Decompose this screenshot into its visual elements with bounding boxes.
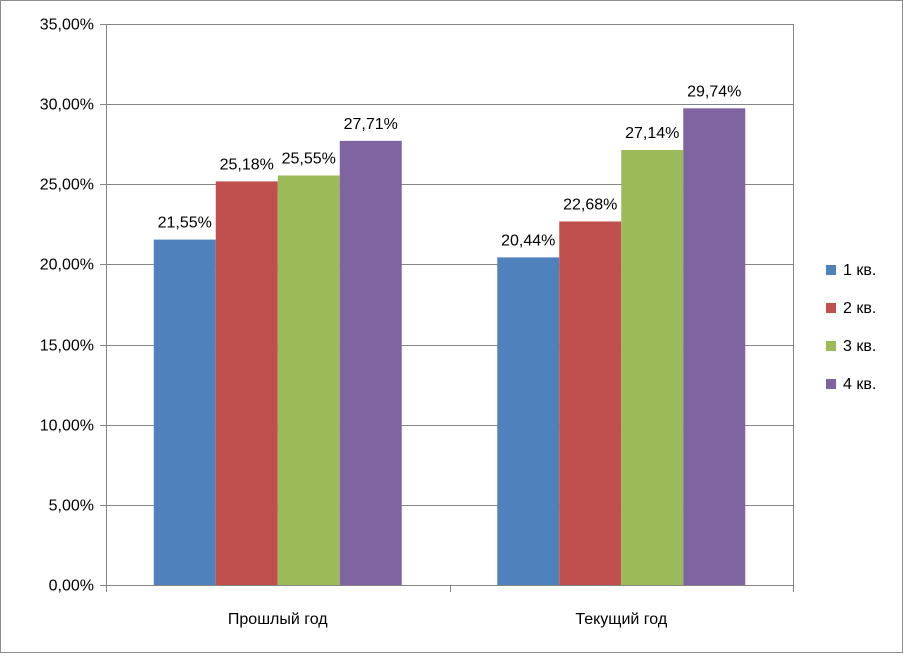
bar-value-label: 29,74% bbox=[687, 83, 741, 100]
y-tick-label: 35,00% bbox=[40, 17, 94, 34]
bars bbox=[153, 108, 746, 586]
bar-value-label: 25,18% bbox=[220, 156, 274, 173]
y-tick-label: 10,00% bbox=[40, 418, 94, 435]
bar-value-label: 20,44% bbox=[501, 232, 555, 249]
bar-value-label: 21,55% bbox=[158, 215, 212, 232]
x-category-label: Прошлый год bbox=[228, 611, 328, 628]
legend: 1 кв. 2 кв. 3 кв. 4 кв. bbox=[826, 262, 876, 393]
y-tick-label: 15,00% bbox=[40, 338, 94, 355]
x-category-label: Текущий год bbox=[575, 611, 667, 628]
legend-swatch bbox=[826, 379, 836, 389]
bar bbox=[621, 149, 684, 586]
legend-label: 2 кв. bbox=[843, 300, 876, 317]
bar-value-label: 27,14% bbox=[625, 125, 679, 142]
y-tick-label: 25,00% bbox=[40, 177, 94, 194]
y-tick-label: 20,00% bbox=[40, 257, 94, 274]
bar-value-label: 27,71% bbox=[344, 116, 398, 133]
bar bbox=[339, 140, 402, 586]
bar bbox=[153, 239, 216, 585]
bar bbox=[559, 221, 622, 586]
bar-value-label: 22,68% bbox=[563, 196, 617, 213]
y-tick-label: 0,00% bbox=[49, 578, 94, 595]
legend-label: 4 кв. bbox=[843, 376, 876, 393]
y-tick-label: 30,00% bbox=[40, 97, 94, 114]
y-tick-label: 5,00% bbox=[49, 498, 94, 515]
bar bbox=[497, 257, 560, 585]
legend-swatch bbox=[826, 303, 836, 313]
axes: 0,00% 5,00% 10,00% 15,00% 20,00% 25,00% 30,00%… bbox=[40, 17, 794, 628]
data-labels: 21,55% 25,18% 25,55% 27,71% 20,44% 22,68% 27,1… bbox=[158, 83, 742, 249]
legend-label: 1 кв. bbox=[843, 262, 876, 279]
legend-label: 3 кв. bbox=[843, 338, 876, 355]
legend-swatch bbox=[826, 265, 836, 275]
legend-swatch bbox=[826, 341, 836, 351]
bar bbox=[683, 108, 746, 585]
bar-value-label: 25,55% bbox=[282, 150, 336, 167]
bar bbox=[277, 175, 340, 585]
bar bbox=[215, 181, 278, 585]
